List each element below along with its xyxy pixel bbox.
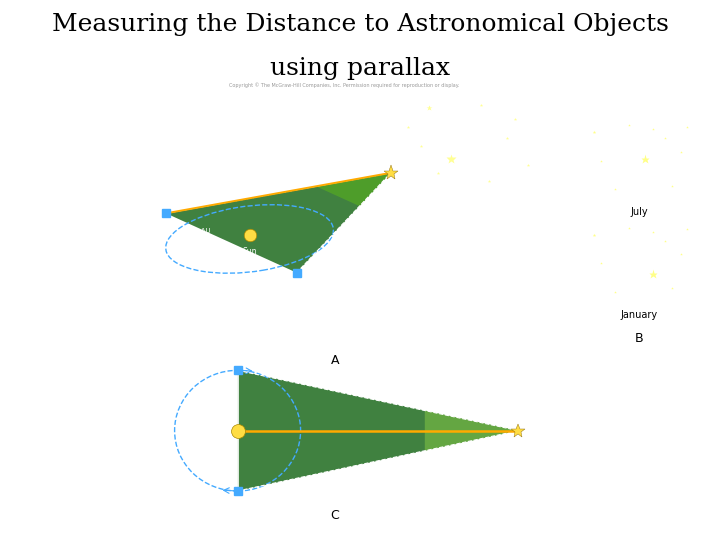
Text: C: C: [330, 509, 339, 522]
Text: using parallax: using parallax: [270, 57, 450, 80]
Text: A: A: [330, 354, 339, 367]
Text: Star looks like it
is here in July: Star looks like it is here in July: [331, 98, 428, 110]
Text: B: B: [635, 332, 644, 345]
Text: Star looks
like it is here
in January: Star looks like it is here in January: [464, 186, 504, 202]
Text: Star A: Star A: [400, 170, 423, 179]
Text: Earth in January: Earth in January: [217, 356, 279, 364]
Polygon shape: [425, 410, 518, 451]
Polygon shape: [166, 173, 391, 273]
Text: Sun: Sun: [243, 247, 257, 256]
Text: January: January: [621, 310, 658, 320]
Text: Baseline
= 1 AU: Baseline = 1 AU: [137, 411, 169, 431]
Text: Earth in
January: Earth in January: [150, 192, 178, 205]
Text: Measuring the Distance to Astronomical Objects: Measuring the Distance to Astronomical O…: [52, 14, 668, 37]
Polygon shape: [316, 173, 391, 206]
Text: Earth in July: Earth in July: [215, 497, 261, 507]
Text: p = Parallax
of star A: p = Parallax of star A: [436, 380, 482, 400]
Text: Star A: Star A: [529, 441, 553, 450]
Polygon shape: [238, 370, 518, 491]
Text: Copyright © The McGraw-Hill Companies, Inc. Permission required for reproduction: Copyright © The McGraw-Hill Companies, I…: [229, 82, 459, 88]
Text: July: July: [631, 207, 648, 218]
Text: Earth in
July: Earth in July: [289, 284, 317, 296]
Text: 1 AU: 1 AU: [194, 228, 211, 234]
